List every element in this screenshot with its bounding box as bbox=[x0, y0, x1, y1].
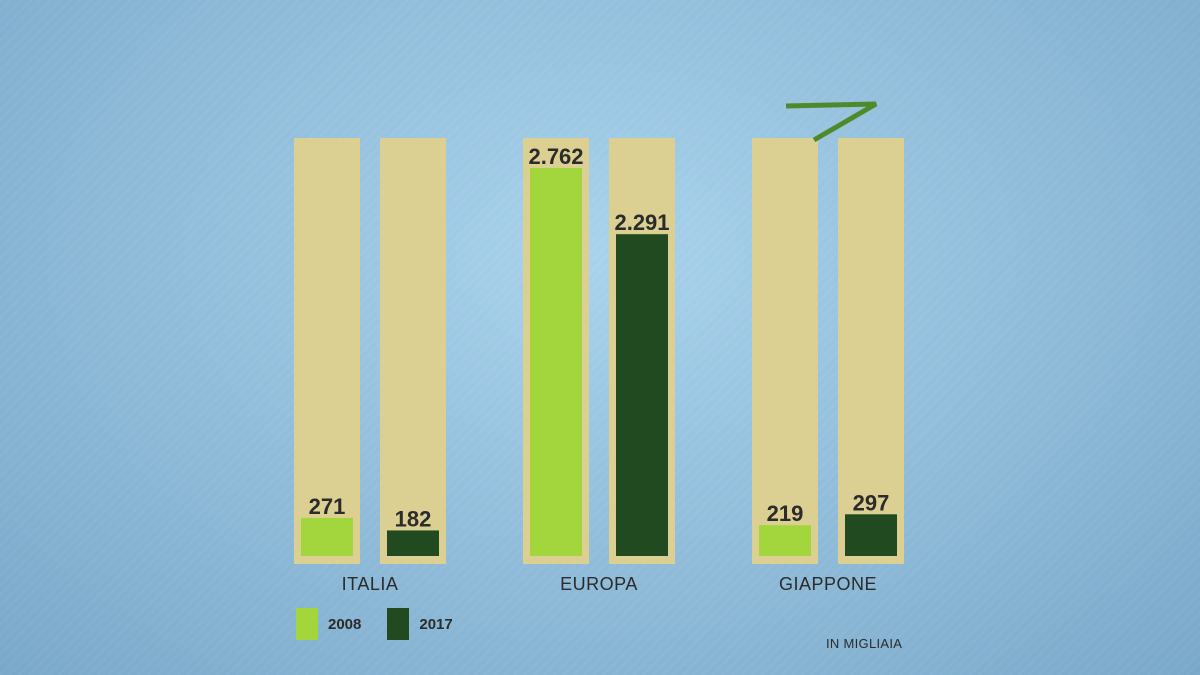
legend-label-2008: 2008 bbox=[328, 615, 362, 633]
bar-europa-2017 bbox=[616, 234, 668, 556]
value-label-italia-2017: 182 bbox=[395, 506, 432, 531]
bar-giappone-2017 bbox=[845, 514, 897, 556]
bar-europa-2008 bbox=[530, 168, 582, 556]
legend-item-2008: 2008 bbox=[296, 608, 361, 640]
value-label-europa-2008: 2.762 bbox=[528, 144, 583, 169]
category-label-europa: EUROPA bbox=[560, 574, 638, 594]
bar-italia-2017 bbox=[387, 530, 439, 556]
bar-track-giappone-2017 bbox=[838, 138, 904, 564]
legend-swatch-2017 bbox=[387, 608, 410, 640]
bar-giappone-2008 bbox=[759, 525, 811, 556]
category-label-italia: ITALIA bbox=[342, 574, 399, 594]
value-label-giappone-2008: 219 bbox=[767, 501, 804, 526]
bar-track-giappone-2008 bbox=[752, 138, 818, 564]
value-label-italia-2008: 271 bbox=[309, 494, 346, 519]
value-label-europa-2017: 2.291 bbox=[614, 210, 669, 235]
legend-item-2017: 2017 bbox=[387, 608, 453, 640]
legend: 2008 2017 bbox=[296, 608, 479, 640]
value-label-giappone-2017: 297 bbox=[853, 490, 890, 515]
bar-track-italia-2008 bbox=[294, 138, 360, 564]
legend-label-2017: 2017 bbox=[419, 615, 453, 633]
category-label-giappone: GIAPPONE bbox=[779, 574, 877, 594]
unit-note: IN MIGLIAIA bbox=[826, 636, 903, 651]
trend-arrow-icon bbox=[785, 101, 878, 143]
bar-italia-2008 bbox=[301, 517, 353, 556]
legend-swatch-2008 bbox=[296, 608, 318, 640]
bar-track-italia-2017 bbox=[380, 138, 446, 564]
chart-marks: 271 182 ITALIA 2.762 2.291 EUROPA 219 297 GIAPPO… bbox=[294, 138, 904, 594]
